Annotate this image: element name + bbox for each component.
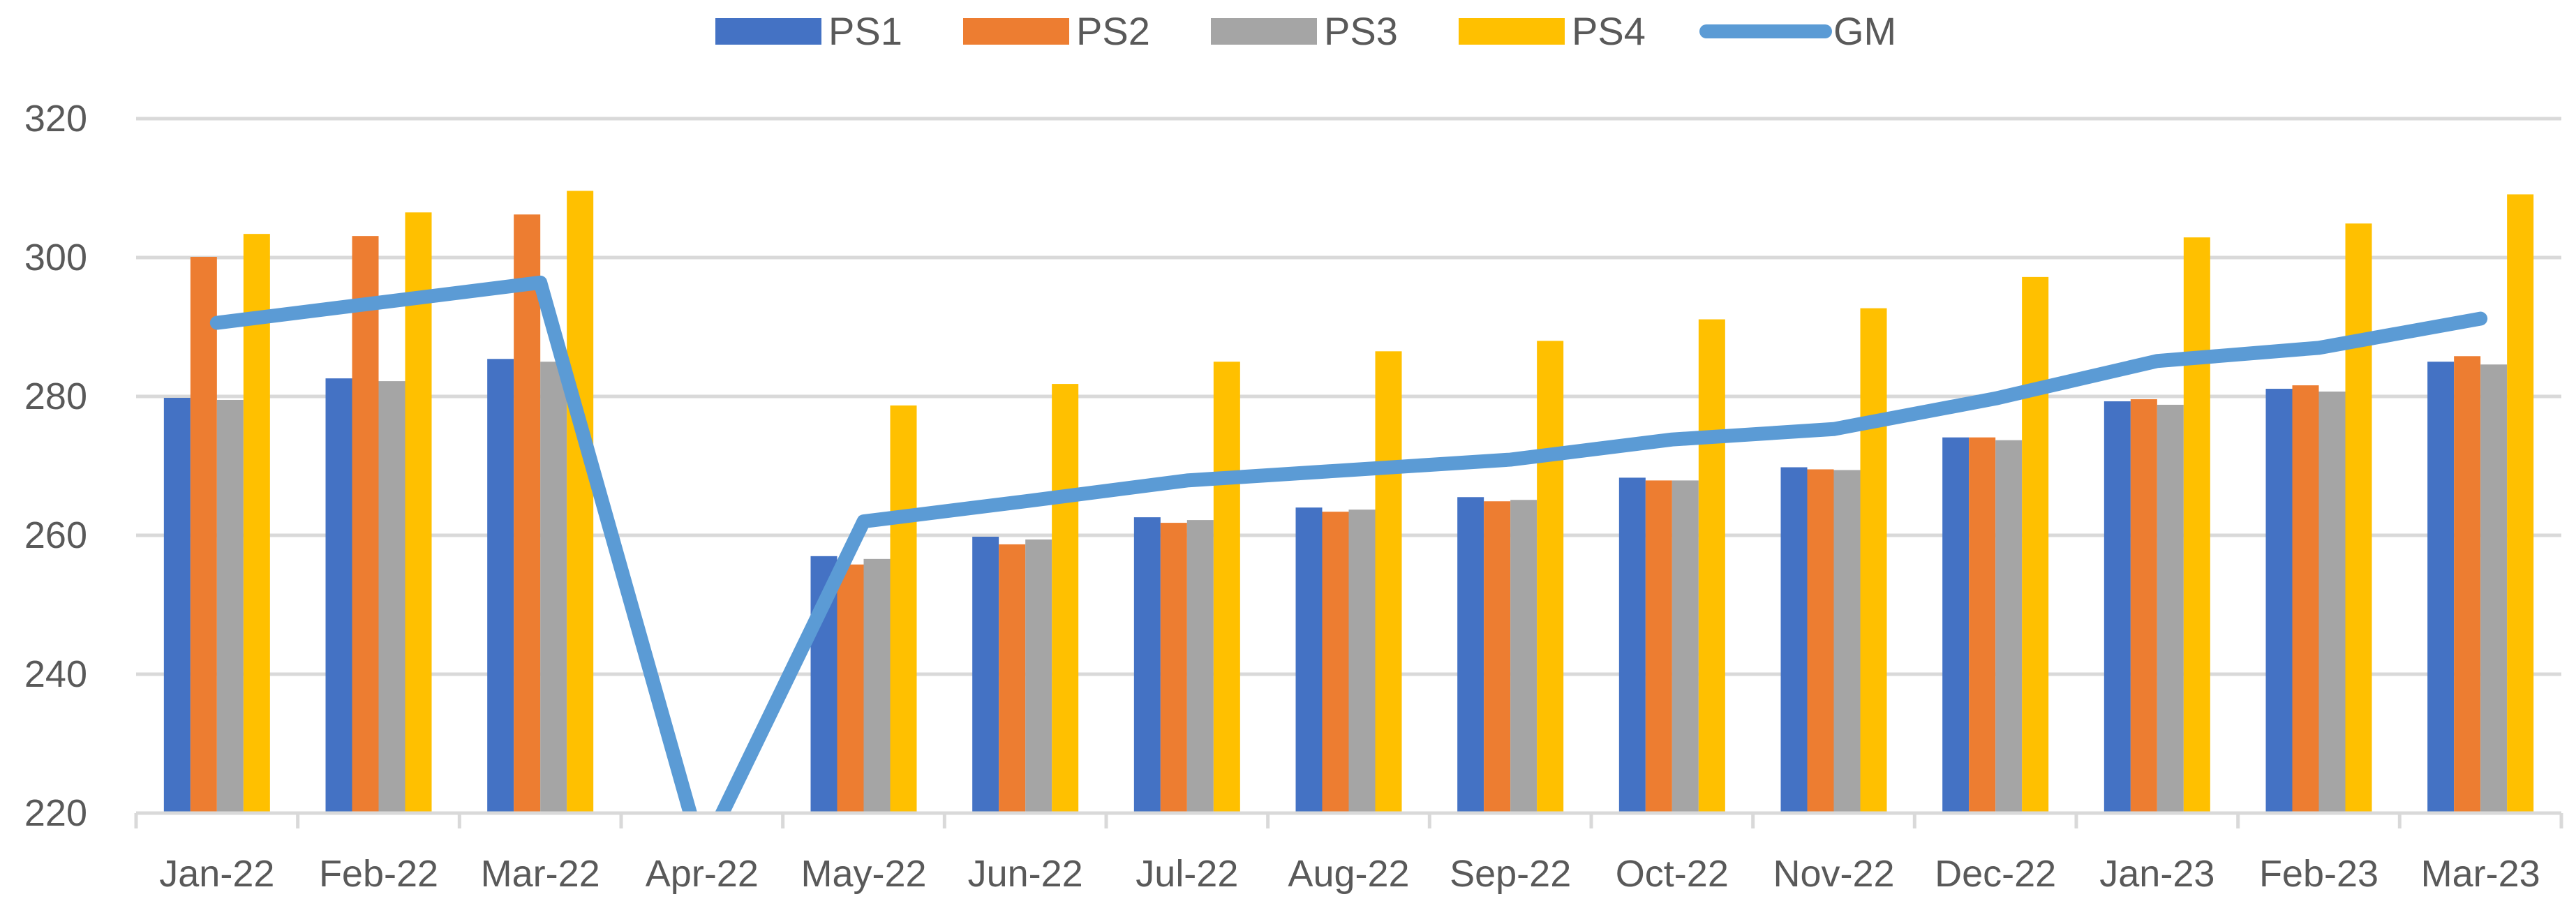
bar-ps2-dec-22 — [1969, 437, 1996, 813]
x-tick-label-nov-22: Nov-22 — [1773, 853, 1894, 895]
legend-swatch-ps3 — [1211, 18, 1317, 45]
x-tick-label-feb-22: Feb-22 — [319, 853, 438, 895]
bar-ps2-feb-23 — [2292, 385, 2319, 813]
y-tick-label-320: 320 — [24, 98, 87, 140]
bar-ps4-oct-22 — [1698, 319, 1725, 813]
bar-ps1-nov-22 — [1780, 467, 1808, 813]
bar-ps2-aug-22 — [1322, 512, 1349, 813]
legend-label-ps1: PS1 — [828, 9, 902, 53]
bar-ps1-aug-22 — [1295, 507, 1323, 813]
x-tick-label-aug-22: Aug-22 — [1288, 853, 1409, 895]
bar-ps3-jan-22 — [216, 399, 244, 813]
bar-ps4-mar-23 — [2507, 194, 2534, 814]
legend: PS1 PS2 PS3 PS4 GM — [715, 9, 1896, 53]
legend-swatch-ps2 — [963, 18, 1069, 45]
y-tick-label-260: 260 — [24, 514, 87, 556]
legend-label-ps3: PS3 — [1324, 9, 1398, 53]
bar-ps3-sep-22 — [1510, 500, 1538, 813]
bar-ps1-dec-22 — [1942, 437, 1970, 813]
bar-ps2-nov-22 — [1807, 469, 1834, 813]
x-axis: Jan-22 Feb-22 Mar-22 Apr-22 May-22 Jun-22 Jul-… — [134, 811, 2563, 895]
x-tick-label-apr-22: Apr-22 — [646, 853, 759, 895]
bar-ps3-feb-23 — [2318, 392, 2346, 813]
bar-ps1-mar-22 — [487, 359, 514, 813]
bar-ps1-mar-23 — [2427, 362, 2455, 813]
bar-ps4-jul-22 — [1213, 362, 1240, 813]
bar-ps2-sep-22 — [1484, 501, 1511, 813]
x-tick-label-jan-22: Jan-22 — [159, 853, 274, 895]
bar-ps1-feb-23 — [2265, 389, 2293, 813]
y-tick-label-220: 220 — [24, 792, 87, 834]
bar-ps2-mar-23 — [2454, 356, 2481, 813]
bar-ps4-aug-22 — [1375, 351, 1402, 813]
bar-ps4-feb-22 — [405, 212, 432, 813]
bar-ps2-oct-22 — [1645, 480, 1672, 813]
legend-label-ps2: PS2 — [1076, 9, 1150, 53]
x-tick-label-oct-22: Oct-22 — [1616, 853, 1729, 895]
legend-swatch-ps4 — [1459, 18, 1565, 45]
gm-line-series — [209, 275, 2488, 813]
x-tick-label-jun-22: Jun-22 — [968, 853, 1083, 895]
bar-ps4-jun-22 — [1052, 384, 1079, 813]
bar-ps3-mar-22 — [540, 362, 567, 813]
bar-ps1-feb-22 — [325, 378, 352, 813]
y-tick-label-240: 240 — [24, 653, 87, 695]
bar-ps3-dec-22 — [1995, 440, 2023, 813]
gm-line — [209, 275, 2488, 813]
bar-ps4-jan-22 — [243, 234, 270, 813]
x-tick-label-mar-23: Mar-23 — [2421, 853, 2540, 895]
bar-ps2-jul-22 — [1160, 523, 1187, 813]
bar-ps4-feb-23 — [2345, 223, 2372, 813]
bar-ps2-may-22 — [837, 564, 864, 813]
bar-ps4-dec-22 — [2022, 276, 2049, 813]
y-axis: 220 240 260 280 300 320 — [24, 98, 87, 834]
y-tick-label-280: 280 — [24, 375, 87, 417]
bar-ps4-may-22 — [890, 405, 917, 813]
bar-ps3-mar-23 — [2480, 364, 2508, 813]
bar-ps3-aug-22 — [1348, 509, 1376, 813]
bar-ps3-may-22 — [863, 558, 891, 813]
bar-ps1-jan-23 — [2104, 401, 2131, 813]
x-tick-label-feb-23: Feb-23 — [2259, 853, 2378, 895]
legend-label-ps4: PS4 — [1572, 9, 1646, 53]
x-tick-label-sep-22: Sep-22 — [1450, 853, 1571, 895]
bar-ps3-oct-22 — [1672, 480, 1699, 813]
bar-ps4-jan-23 — [2183, 237, 2210, 813]
bar-ps4-nov-22 — [1860, 308, 1887, 813]
bar-ps1-jan-22 — [163, 397, 191, 813]
bar-ps3-jul-22 — [1186, 520, 1214, 813]
legend-label-gm: GM — [1833, 9, 1896, 53]
bar-ps1-jun-22 — [972, 536, 999, 813]
bar-ps3-jan-23 — [2157, 404, 2184, 813]
x-tick-label-mar-22: Mar-22 — [481, 853, 600, 895]
bar-ps1-jul-22 — [1133, 517, 1161, 813]
bar-ps1-sep-22 — [1457, 497, 1484, 813]
bar-ps2-jan-22 — [190, 257, 217, 813]
bar-ps1-oct-22 — [1618, 477, 1646, 813]
bar-ps2-feb-22 — [352, 236, 379, 813]
bar-ps2-jun-22 — [999, 544, 1026, 813]
bar-ps3-jun-22 — [1025, 539, 1052, 813]
x-tick-label-jan-23: Jan-23 — [2099, 853, 2214, 895]
bar-ps3-feb-22 — [378, 381, 405, 813]
y-tick-label-300: 300 — [24, 237, 87, 278]
bar-ps3-nov-22 — [1833, 470, 1861, 813]
x-tick-label-jul-22: Jul-22 — [1136, 853, 1238, 895]
x-tick-label-may-22: May-22 — [801, 853, 926, 895]
bar-series — [163, 191, 2534, 814]
bar-ps4-mar-22 — [567, 191, 594, 814]
x-tick-label-dec-22: Dec-22 — [1935, 853, 2056, 895]
bar-ps2-jan-23 — [2130, 399, 2157, 813]
legend-swatch-ps1 — [715, 18, 821, 45]
bar-ps4-sep-22 — [1537, 341, 1564, 813]
bar-ps2-mar-22 — [514, 214, 541, 813]
